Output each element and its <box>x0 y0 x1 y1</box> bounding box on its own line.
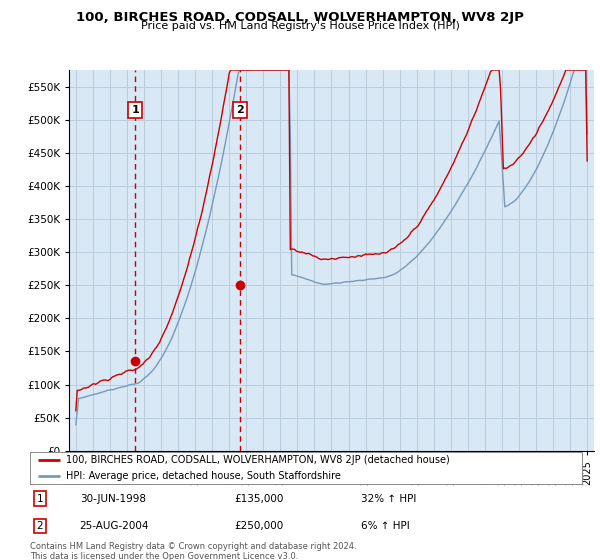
Text: 100, BIRCHES ROAD, CODSALL, WOLVERHAMPTON, WV8 2JP (detached house): 100, BIRCHES ROAD, CODSALL, WOLVERHAMPTO… <box>66 455 449 465</box>
Text: 32% ↑ HPI: 32% ↑ HPI <box>361 493 416 503</box>
Text: HPI: Average price, detached house, South Staffordshire: HPI: Average price, detached house, Sout… <box>66 471 341 481</box>
Text: 1: 1 <box>131 105 139 115</box>
Text: Price paid vs. HM Land Registry's House Price Index (HPI): Price paid vs. HM Land Registry's House … <box>140 21 460 31</box>
Text: 100, BIRCHES ROAD, CODSALL, WOLVERHAMPTON, WV8 2JP: 100, BIRCHES ROAD, CODSALL, WOLVERHAMPTO… <box>76 11 524 24</box>
Text: £250,000: £250,000 <box>234 521 283 531</box>
Text: 25-AUG-2004: 25-AUG-2004 <box>80 521 149 531</box>
Text: Contains HM Land Registry data © Crown copyright and database right 2024.
This d: Contains HM Land Registry data © Crown c… <box>30 542 356 560</box>
Text: 30-JUN-1998: 30-JUN-1998 <box>80 493 146 503</box>
Text: 2: 2 <box>37 521 43 531</box>
Text: £135,000: £135,000 <box>234 493 284 503</box>
Text: 6% ↑ HPI: 6% ↑ HPI <box>361 521 410 531</box>
Text: 2: 2 <box>236 105 244 115</box>
Text: 1: 1 <box>37 493 43 503</box>
